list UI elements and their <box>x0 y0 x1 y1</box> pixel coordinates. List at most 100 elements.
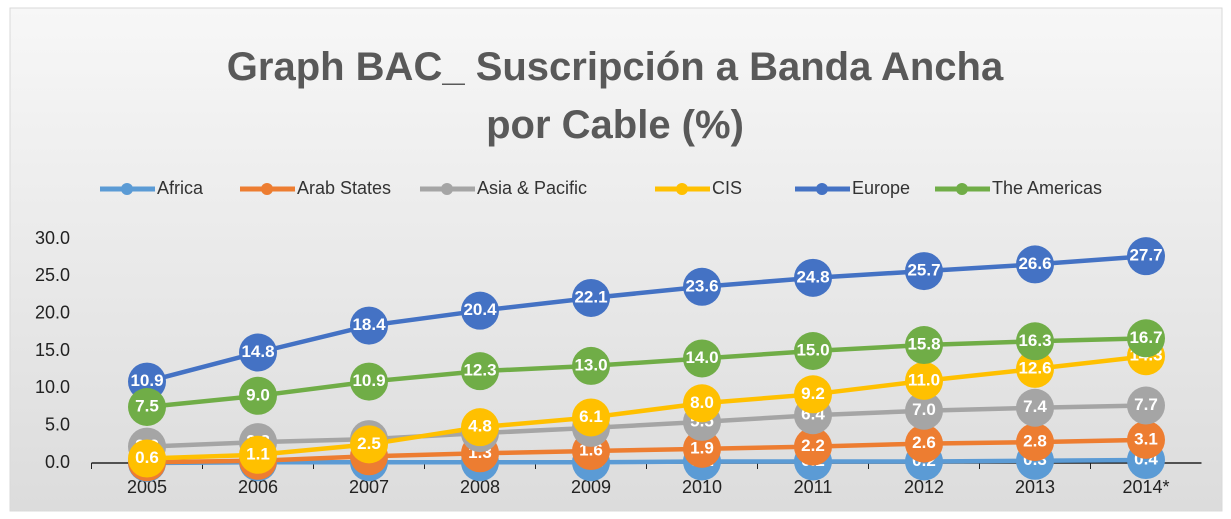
data-label: 1.1 <box>246 444 270 463</box>
x-tick-label: 2009 <box>571 477 611 497</box>
data-point <box>1016 423 1054 462</box>
data-point <box>683 339 721 378</box>
data-label: 22.1 <box>574 287 607 306</box>
data-label: 16.7 <box>1129 328 1162 347</box>
legend-marker <box>956 183 968 195</box>
data-label: 18.4 <box>352 315 386 334</box>
data-label: 3.1 <box>1134 429 1158 448</box>
data-point <box>1127 319 1165 358</box>
legend-marker <box>261 183 273 195</box>
data-point <box>794 427 832 466</box>
data-label: 9.0 <box>246 385 270 404</box>
y-tick-label: 10.0 <box>35 377 70 397</box>
data-point <box>905 252 943 291</box>
x-tick-label: 2011 <box>794 477 833 497</box>
data-point <box>572 278 610 317</box>
data-point <box>905 326 943 365</box>
data-label: 12.3 <box>463 361 496 380</box>
data-label: 9.2 <box>801 384 825 403</box>
legend-label: Europe <box>852 178 910 198</box>
data-point <box>905 391 943 430</box>
series-line <box>146 457 1147 466</box>
series-line <box>146 353 1147 461</box>
data-point <box>794 332 832 370</box>
x-tick-label: 2014* <box>1122 477 1169 497</box>
data-label: 6.1 <box>579 407 603 426</box>
data-label: 0.6 <box>135 448 159 467</box>
y-tick-label: 0.0 <box>45 452 70 472</box>
data-point <box>128 439 166 478</box>
data-point <box>905 361 943 400</box>
data-label: 2.2 <box>801 436 825 455</box>
data-label: 13.0 <box>574 355 607 374</box>
x-tick-label: 2007 <box>349 477 389 497</box>
x-tick-label: 2012 <box>904 477 944 497</box>
data-point <box>461 352 499 391</box>
x-tick-label: 2005 <box>127 477 167 497</box>
data-point <box>1016 349 1054 388</box>
data-point <box>683 429 721 468</box>
data-point <box>350 306 388 345</box>
data-label: 16.3 <box>1018 331 1051 350</box>
series-line <box>146 437 1147 465</box>
legend-label: Africa <box>157 178 204 198</box>
data-point <box>572 398 610 437</box>
data-label: 20.4 <box>463 300 497 319</box>
legend-marker <box>816 183 828 195</box>
x-tick-label: 2008 <box>460 477 500 497</box>
legend-label: The Americas <box>992 178 1102 198</box>
data-point <box>350 362 388 401</box>
data-label: 27.7 <box>1129 246 1162 265</box>
legend-marker <box>441 183 453 195</box>
data-label: 2.5 <box>357 434 381 453</box>
data-label: 8.0 <box>690 393 714 412</box>
data-label: 10.9 <box>130 371 163 390</box>
series-line <box>146 336 1147 410</box>
legend-label: CIS <box>712 178 742 198</box>
legend-marker <box>121 183 133 195</box>
data-point <box>239 333 277 372</box>
data-label: 24.8 <box>796 267 829 286</box>
data-label: 10.9 <box>352 371 385 390</box>
data-label: 7.4 <box>1023 397 1047 416</box>
data-label: 25.7 <box>907 261 940 280</box>
x-tick-label: 2010 <box>682 477 722 497</box>
y-tick-label: 15.0 <box>35 340 70 360</box>
legend-marker <box>676 183 688 195</box>
chart-title: Graph BAC_ Suscripción a Banda Ancha por… <box>226 45 1004 147</box>
data-point <box>1016 388 1054 427</box>
x-tick-label: 2013 <box>1015 477 1055 497</box>
data-point <box>461 291 499 330</box>
data-label: 14.8 <box>241 342 274 361</box>
data-point <box>572 346 610 385</box>
data-label: 4.8 <box>468 417 492 436</box>
x-tick-label: 2006 <box>238 477 278 497</box>
legend-label: Arab States <box>297 178 391 198</box>
data-label: 14.0 <box>685 348 718 367</box>
data-point <box>350 425 388 464</box>
data-point <box>794 375 832 414</box>
series-line <box>146 253 1147 384</box>
data-label: 26.6 <box>1018 254 1051 273</box>
data-point <box>1016 245 1054 284</box>
data-point <box>683 267 721 306</box>
y-tick-label: 5.0 <box>45 414 70 434</box>
data-point <box>239 376 277 415</box>
y-tick-label: 30.0 <box>35 228 70 248</box>
data-point <box>1127 237 1165 276</box>
data-point <box>905 424 943 463</box>
data-point <box>683 384 721 423</box>
data-point <box>461 408 499 447</box>
y-tick-label: 20.0 <box>35 302 70 322</box>
data-label: 1.9 <box>690 438 714 457</box>
data-point <box>1127 386 1165 425</box>
data-point <box>794 258 832 297</box>
data-label: 7.0 <box>912 400 936 419</box>
legend-label: Asia & Pacific <box>477 178 587 198</box>
data-point <box>1016 322 1054 361</box>
data-point <box>1127 420 1165 459</box>
data-point <box>128 388 166 426</box>
data-label: 12.6 <box>1018 358 1051 377</box>
